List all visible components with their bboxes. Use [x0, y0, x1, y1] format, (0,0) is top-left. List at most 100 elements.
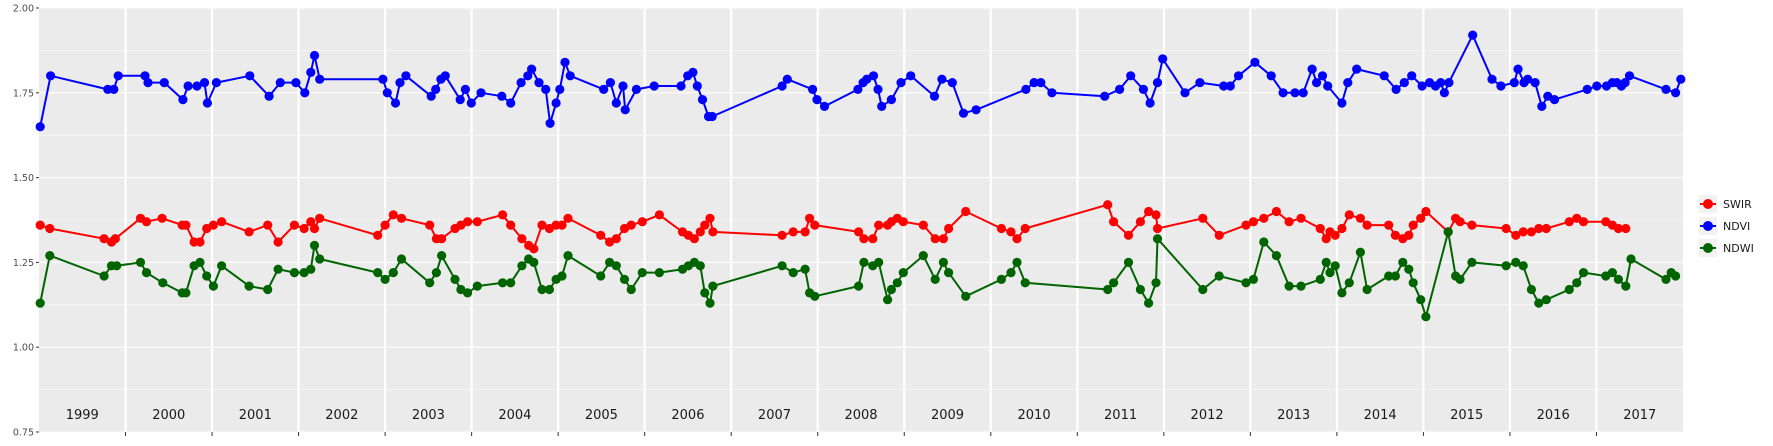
data-point-ndwi [289, 268, 299, 278]
data-point-ndwi [273, 264, 283, 274]
data-point-ndvi [873, 84, 883, 94]
data-point-ndwi [35, 298, 45, 308]
data-point-swir [195, 237, 205, 247]
data-point-ndvi [947, 78, 957, 88]
data-point-ndwi [141, 268, 152, 278]
year-label: 2004 [498, 408, 531, 423]
y-tick-label: 1.00 [13, 343, 34, 354]
data-point-ndvi [1343, 78, 1353, 88]
data-point-ndwi [309, 240, 320, 250]
data-point-swir [110, 234, 120, 244]
data-point-ndvi [808, 84, 818, 94]
y-tick-label: 0.75 [13, 428, 34, 439]
data-point-swir [1135, 217, 1145, 227]
data-point-ndvi [1158, 54, 1168, 64]
data-point-swir [1321, 234, 1331, 244]
data-point-ndwi [1135, 284, 1145, 295]
legend-item-ndwi: NDWI [1699, 239, 1754, 257]
data-point-ndvi [178, 95, 188, 105]
data-point-ndvi [618, 81, 628, 91]
data-point-ndwi [874, 257, 884, 267]
data-point-ndwi [886, 284, 897, 295]
year-label: 2006 [671, 408, 704, 423]
data-point-ndwi [700, 288, 710, 298]
data-point-ndwi [898, 268, 908, 278]
data-point-ndwi [800, 264, 810, 274]
data-point-ndwi [810, 291, 820, 301]
data-point-swir [315, 213, 325, 223]
year-label: 2017 [1623, 408, 1656, 423]
data-point-swir [1564, 217, 1574, 227]
data-point-ndvi [1290, 88, 1300, 98]
data-point-ndvi [1298, 88, 1308, 98]
data-point-ndwi [1123, 257, 1134, 267]
data-point-swir [1404, 230, 1414, 240]
data-point-ndvi [1337, 98, 1347, 108]
data-point-swir [700, 220, 710, 230]
data-point-ndwi [1613, 274, 1623, 284]
data-point-ndwi [1578, 268, 1589, 278]
data-point-swir [777, 230, 787, 240]
data-point-swir [1621, 223, 1631, 234]
data-point-ndwi [1241, 278, 1251, 288]
data-point-ndwi [626, 284, 636, 295]
data-point-ndvi [183, 81, 193, 91]
data-point-ndvi [1195, 78, 1205, 88]
data-point-ndvi [1436, 78, 1446, 88]
data-point-swir [498, 210, 508, 220]
data-point-swir [1455, 217, 1465, 227]
data-point-ndvi [1676, 74, 1686, 84]
data-point-ndvi [676, 81, 686, 91]
data-point-ndwi [202, 271, 212, 281]
data-point-ndwi [373, 268, 383, 278]
year-label: 2005 [585, 408, 618, 423]
data-point-ndwi [506, 278, 516, 288]
data-point-ndwi [563, 251, 573, 261]
x-axis: 1999 2000 2001 2002 2003 2004 2005 2006 2007 2008… [66, 408, 1656, 436]
data-point-swir [1315, 223, 1325, 234]
data-point-ndvi [455, 95, 465, 105]
data-point-ndvi [605, 78, 616, 88]
data-point-swir [1390, 230, 1400, 240]
data-point-ndwi [654, 268, 665, 278]
data-point-ndwi [854, 281, 864, 291]
data-point-ndwi [695, 261, 705, 271]
data-point-ndwi [1321, 257, 1331, 267]
data-point-ndvi [812, 95, 822, 105]
data-point-swir [208, 220, 218, 230]
data-point-swir [695, 227, 705, 237]
year-label: 1999 [66, 408, 99, 423]
data-point-ndvi [1523, 74, 1533, 84]
data-point-ndwi [1109, 278, 1119, 288]
data-point-ndvi [199, 78, 210, 88]
data-point-ndwi [1572, 278, 1582, 288]
data-point-ndwi [1362, 284, 1372, 295]
data-point-ndwi [1621, 281, 1631, 291]
data-point-swir [1501, 223, 1511, 234]
data-point-ndvi [309, 50, 320, 61]
data-point-ndvi [378, 74, 388, 84]
data-point-swir [800, 227, 810, 237]
data-point-ndwi [1271, 251, 1281, 261]
data-point-ndwi [425, 278, 435, 288]
data-point-ndvi [431, 84, 441, 94]
data-point-ndwi [1006, 268, 1016, 278]
data-point-ndvi [1138, 84, 1148, 94]
data-point-ndwi [777, 261, 787, 271]
data-point-ndvi [202, 98, 212, 108]
series-ndwi [35, 227, 1681, 322]
data-point-ndvi [506, 98, 516, 108]
data-point-ndwi [892, 278, 902, 288]
year-label: 2009 [931, 408, 964, 423]
data-point-ndwi [883, 295, 893, 305]
data-point-ndvi [523, 71, 533, 81]
data-point-ndvi [971, 105, 981, 115]
legend-marker [1703, 199, 1713, 209]
data-point-ndwi [158, 278, 168, 288]
data-point-swir [35, 220, 45, 230]
data-point-swir [708, 227, 718, 237]
data-point-swir [1151, 210, 1161, 220]
data-point-ndwi [498, 278, 508, 288]
data-point-swir [1144, 206, 1154, 217]
